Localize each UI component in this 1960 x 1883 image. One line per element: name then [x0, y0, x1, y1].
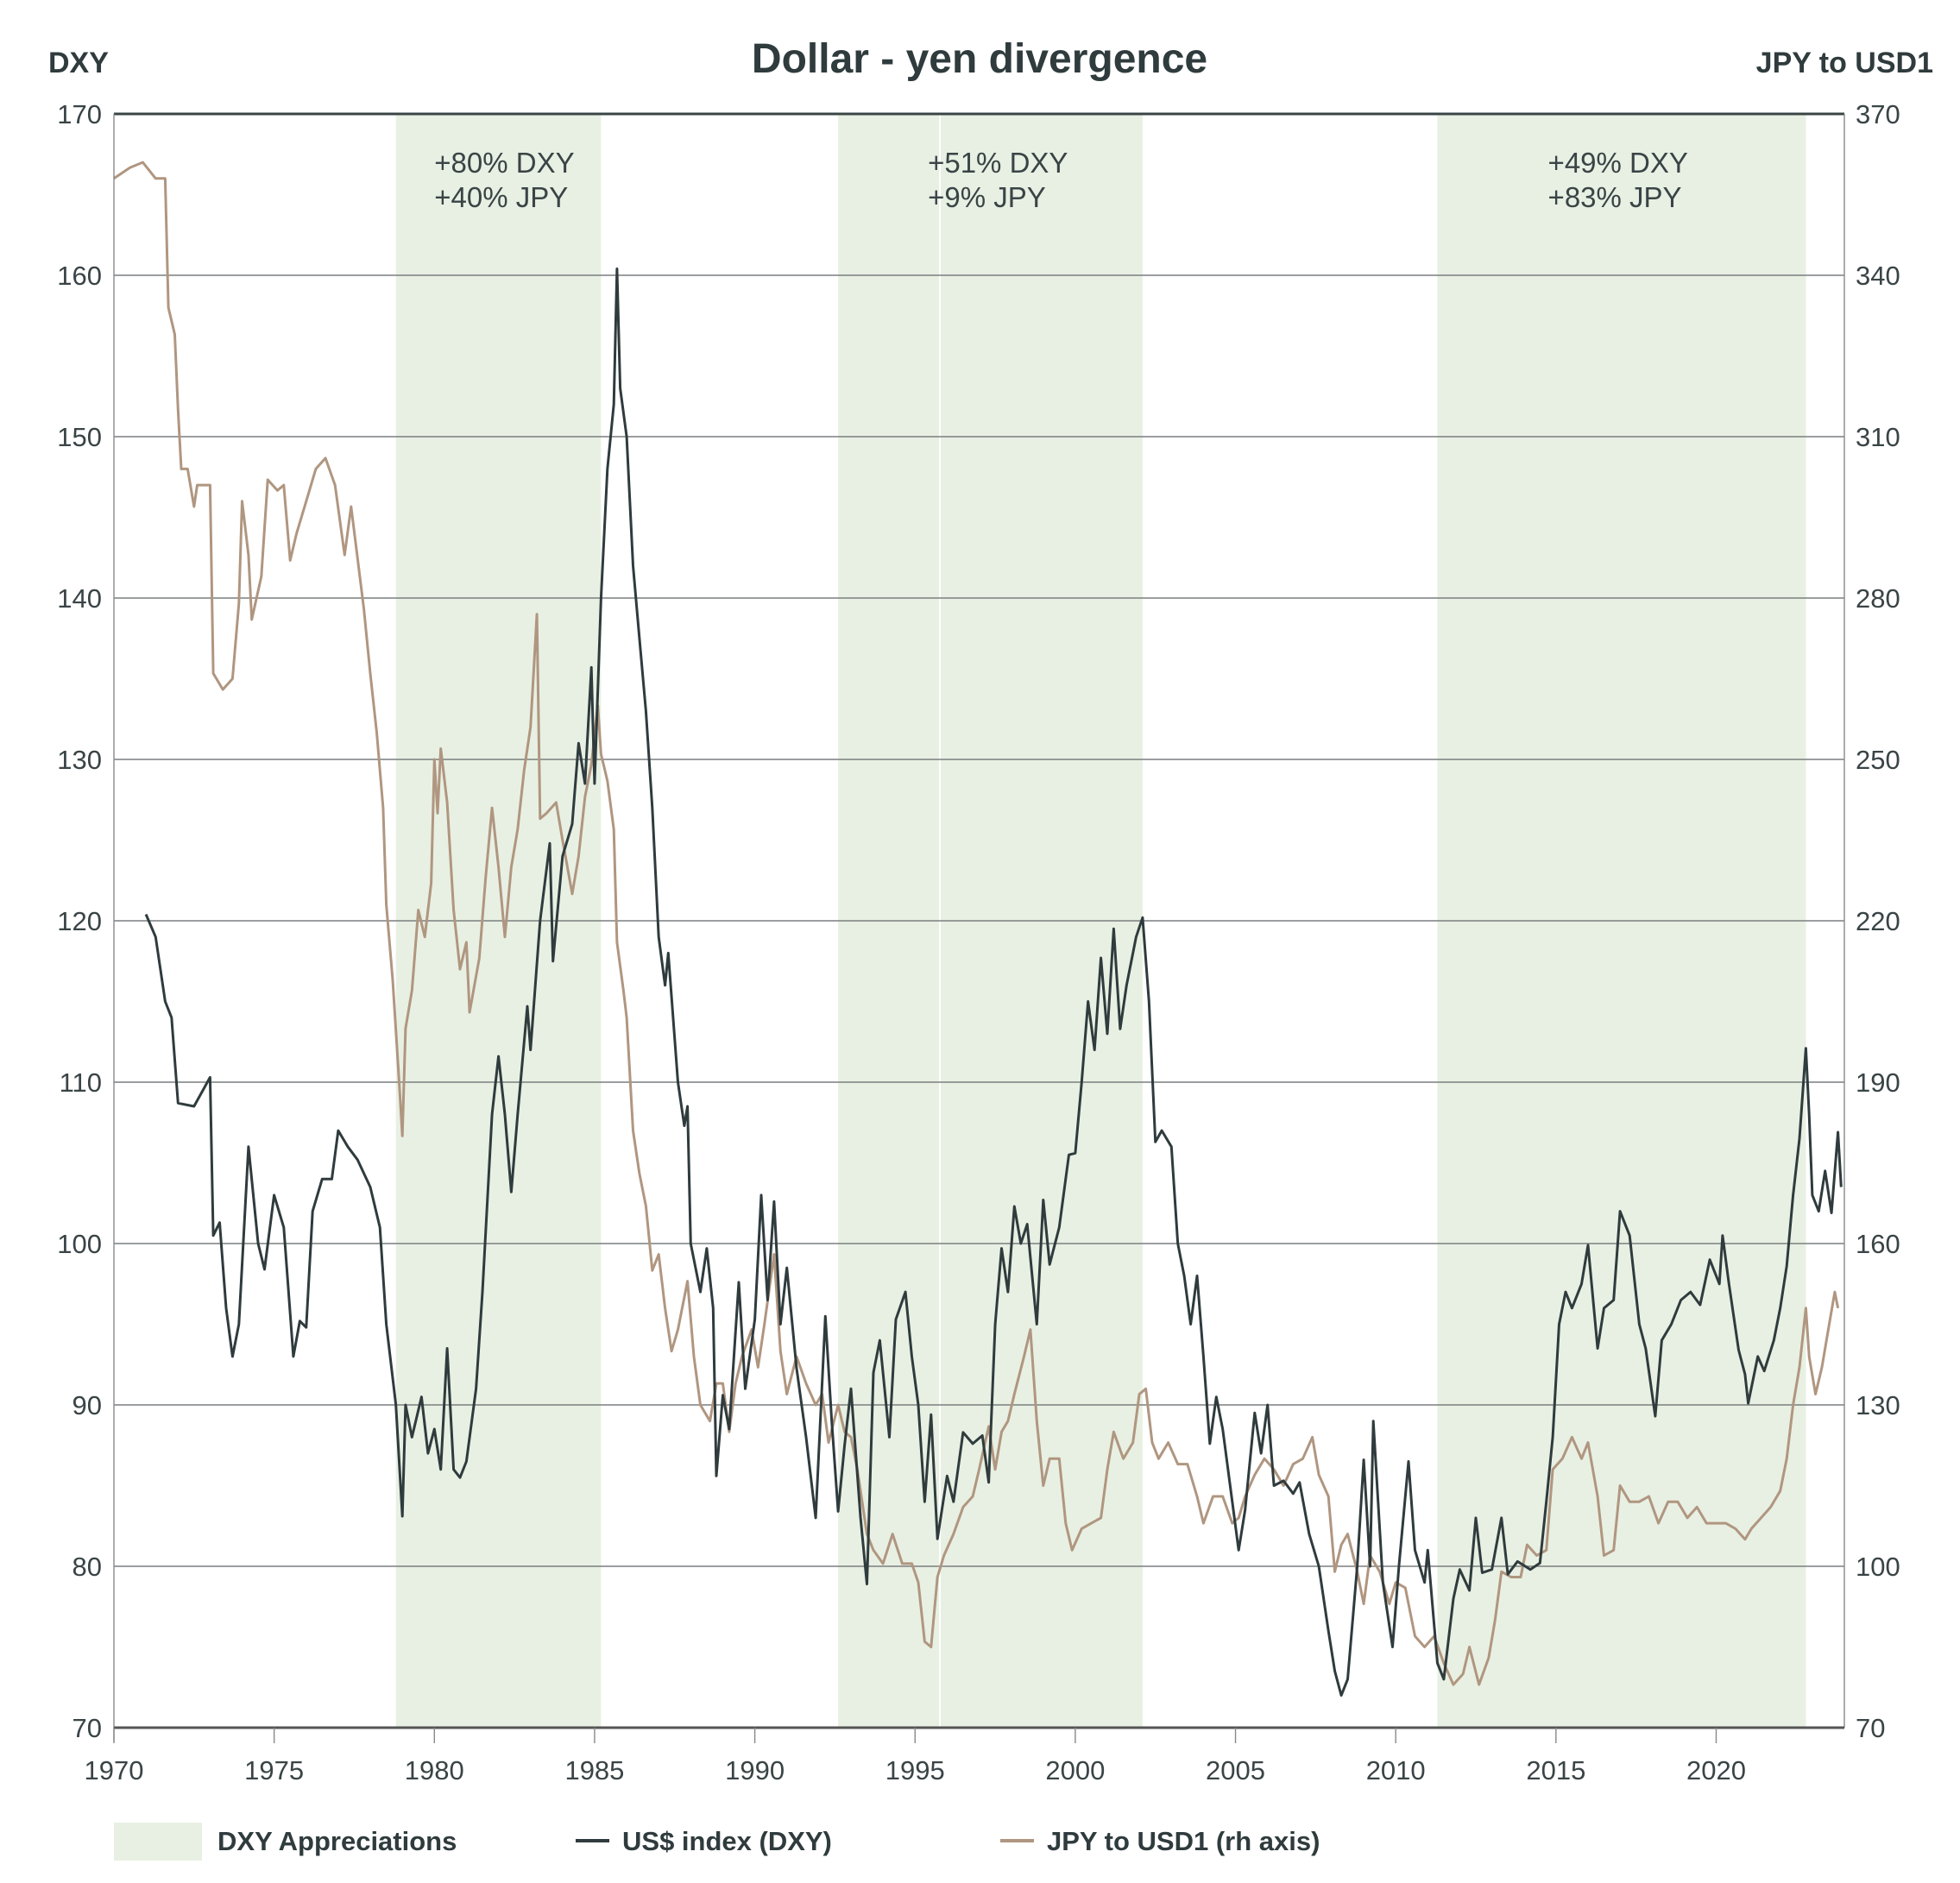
series-lines	[113, 161, 1843, 1697]
right-axis-title: JPY to USD1	[1756, 47, 1933, 79]
x-tick-label: 2000	[1045, 1755, 1105, 1785]
y-left-tick-label: 70	[72, 1713, 102, 1743]
x-tick-label: 1970	[85, 1755, 144, 1785]
x-tick-label: 2020	[1686, 1755, 1746, 1785]
y-right-tick-label: 370	[1856, 99, 1900, 129]
y-right-tick-label: 340	[1856, 261, 1900, 291]
legend: DXY Appreciations US$ index (DXY) JPY to…	[114, 1823, 1320, 1861]
annotation-text: +51% DXY	[928, 147, 1068, 179]
y-left-tick-label: 150	[57, 422, 102, 452]
y-right-tick-label: 250	[1856, 745, 1900, 775]
legend-label-jpy: JPY to USD1 (rh axis)	[1047, 1826, 1320, 1856]
y-right-tick-label: 190	[1856, 1067, 1900, 1098]
y-right-tick-label: 310	[1856, 422, 1900, 452]
x-tick-label: 1995	[885, 1755, 945, 1785]
x-tick-label: 1990	[725, 1755, 785, 1785]
dxy-series-line	[144, 268, 1843, 1697]
y-right-tick-label: 220	[1856, 906, 1900, 936]
legend-label-dxy: US$ index (DXY)	[622, 1826, 832, 1856]
x-tick-label: 2015	[1526, 1755, 1585, 1785]
x-tick-label: 1980	[405, 1755, 464, 1785]
y-left-tick-label: 90	[72, 1390, 102, 1420]
y-left-tick-label: 100	[57, 1229, 102, 1259]
y-right-tick-label: 280	[1856, 583, 1900, 614]
x-tick-label: 2005	[1206, 1755, 1265, 1785]
y-left-tick-label: 170	[57, 99, 102, 129]
y-left-tick-label: 120	[57, 906, 102, 936]
left-axis-title: DXY	[48, 47, 109, 79]
y-left-tick-label: 110	[60, 1067, 102, 1098]
x-tick-label: 2010	[1366, 1755, 1426, 1785]
y-right-tick-label: 130	[1856, 1390, 1900, 1420]
y-left-tick-label: 130	[57, 745, 102, 775]
y-right-tick-label: 160	[1856, 1229, 1900, 1259]
axes: 1970 1975 1980 1985 1990 1995 2000 2005 2010 2015…	[57, 99, 1900, 1785]
legend-swatch-shade	[114, 1823, 202, 1861]
annotation-text: +40% JPY	[434, 181, 568, 213]
annotation-text: +49% DXY	[1548, 147, 1688, 179]
y-right-tick-label: 70	[1856, 1713, 1885, 1743]
x-tick-label: 1975	[244, 1755, 304, 1785]
jpy-series-line	[113, 161, 1840, 1686]
legend-label-shade: DXY Appreciations	[217, 1826, 457, 1856]
x-tick-label: 1985	[564, 1755, 624, 1785]
y-left-tick-label: 160	[57, 261, 102, 291]
y-right-tick-label: 100	[1856, 1552, 1900, 1582]
y-left-tick-label: 80	[72, 1552, 102, 1582]
annotation-text: +9% JPY	[928, 181, 1046, 213]
annotation-text: +80% DXY	[434, 147, 574, 179]
annotations: +80% DXY+40% JPY +51% DXY+9% JPY +49% DXY+…	[434, 147, 1688, 213]
chart-title: Dollar - yen divergence	[752, 36, 1207, 82]
annotation-text: +83% JPY	[1548, 181, 1682, 213]
y-left-tick-label: 140	[57, 583, 102, 614]
